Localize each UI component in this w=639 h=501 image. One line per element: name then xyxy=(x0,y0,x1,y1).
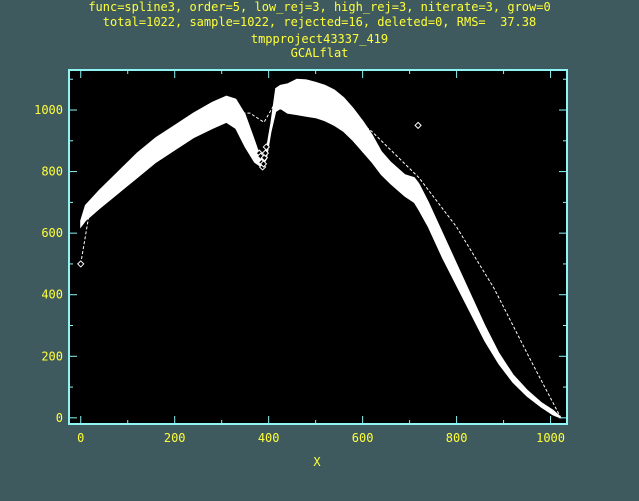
fit-parameters-line: func=spline3, order=5, low_rej=3, high_r… xyxy=(88,0,551,14)
x-tick-label: 200 xyxy=(164,431,186,445)
y-tick-label: 1000 xyxy=(34,103,63,117)
x-tick-label: 600 xyxy=(352,431,374,445)
y-tick-label: 400 xyxy=(41,288,63,302)
project-name: tmpproject43337_419 xyxy=(250,32,389,46)
fit-statistics-line: total=1022, sample=1022, rejected=16, de… xyxy=(102,15,537,29)
y-tick-label: 0 xyxy=(56,411,63,425)
y-tick-label: 800 xyxy=(41,165,63,179)
y-tick-label: 600 xyxy=(41,226,63,240)
rejected-point xyxy=(261,149,270,157)
x-axis-label: X xyxy=(313,455,321,469)
x-tick-label: 1000 xyxy=(536,431,565,445)
rejected-point xyxy=(262,143,271,151)
chart-title: GCALflat xyxy=(290,46,349,60)
plot-frame xyxy=(68,69,568,425)
rejected-point xyxy=(414,121,422,130)
fit-curve xyxy=(80,94,562,419)
rejected-point xyxy=(259,160,268,168)
rejected-point xyxy=(77,260,85,268)
x-tick-label: 400 xyxy=(258,431,280,445)
x-tick-label: 800 xyxy=(446,431,468,445)
x-tick-label: 0 xyxy=(77,431,84,445)
y-tick-label: 200 xyxy=(41,349,63,363)
